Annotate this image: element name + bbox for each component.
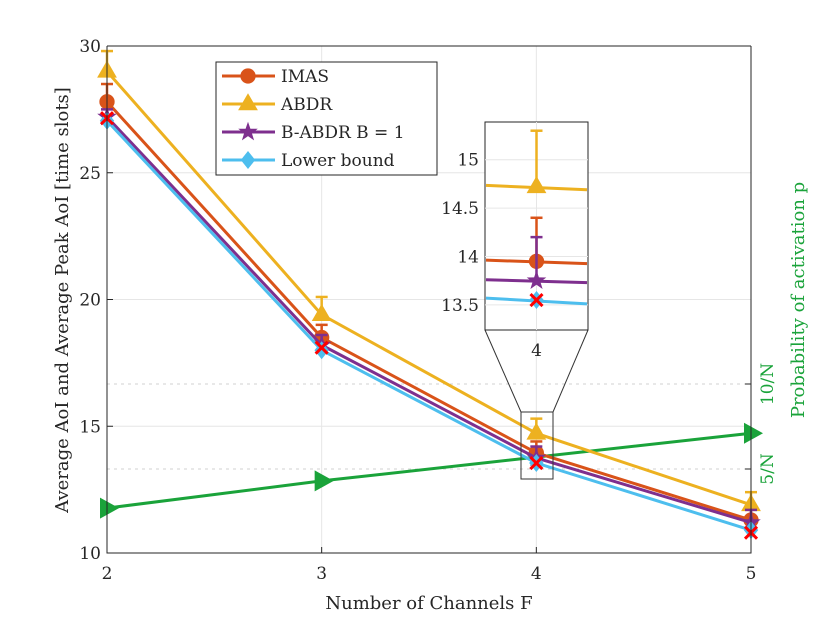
x-tick-label: 4 [531, 564, 542, 584]
inset-b-abdr-b-1-marker [526, 270, 547, 289]
legend-marker [238, 121, 258, 141]
x-axis-label: Number of Channels F [325, 593, 532, 614]
y-tick-label: 10 [79, 544, 101, 564]
legend-label: B-ABDR B = 1 [281, 123, 405, 143]
x-stroke [529, 292, 544, 308]
legend-label: Lower bound [281, 151, 395, 171]
activation-probability-marker [314, 470, 334, 492]
axes: 2 3 4 5 10 15 20 25 30 5/N 10/N [79, 37, 778, 584]
zoom-connector [552, 329, 589, 413]
legend-marker [240, 68, 256, 84]
legend-marker [240, 151, 256, 169]
legend-label: ABDR [280, 95, 333, 115]
y-tick-label: 25 [79, 164, 101, 184]
zoom-connector [484, 329, 522, 413]
y-tick-label: 15 [79, 417, 101, 437]
inset-x-tick-label: 4 [531, 341, 542, 361]
activation-probability-marker [744, 422, 763, 444]
red-x-marker [314, 340, 329, 355]
legend-label: IMAS [281, 67, 329, 87]
imas-line [105, 100, 752, 522]
legend-marker [238, 93, 258, 111]
inset-y-tick-label: 15 [457, 151, 479, 171]
legend: IMAS ABDR B-ABDR B = 1 Lower bound [215, 61, 438, 176]
abdr-marker [526, 422, 547, 440]
x-stroke [314, 340, 329, 355]
lower-bound-line [105, 119, 752, 532]
y-axis-right-label: Probability of activation p [788, 182, 809, 418]
zoom-region-box [520, 411, 554, 480]
abdr-line [105, 70, 752, 507]
inset-y-tick-label: 14.5 [441, 199, 479, 219]
y-tick-label: 20 [79, 291, 101, 311]
y-tick-label: 30 [79, 37, 101, 57]
inset: 13.5 14 14.5 15 4 [441, 121, 589, 480]
b-abdr-b-1-line [105, 115, 752, 525]
y-axis-label: Average AoI and Average Peak AoI [time s… [52, 87, 73, 514]
abdr-marker [311, 303, 332, 322]
inset-red-x-marker [529, 292, 544, 308]
right-tick-label: 5/N [758, 453, 778, 485]
x-stroke [529, 455, 544, 471]
x-tick-label: 2 [102, 564, 113, 584]
inset-abdr-marker [526, 176, 547, 194]
activation-probability-marker [100, 497, 119, 519]
activation-probability-line [106, 431, 752, 510]
x-tick-label: 5 [746, 564, 757, 584]
x-tick-label: 3 [316, 564, 327, 584]
right-tick-label: 10/N [758, 363, 778, 405]
inset-y-tick-label: 13.5 [441, 296, 479, 316]
red-x-marker [529, 455, 544, 471]
inset-y-tick-label: 14 [457, 247, 479, 267]
